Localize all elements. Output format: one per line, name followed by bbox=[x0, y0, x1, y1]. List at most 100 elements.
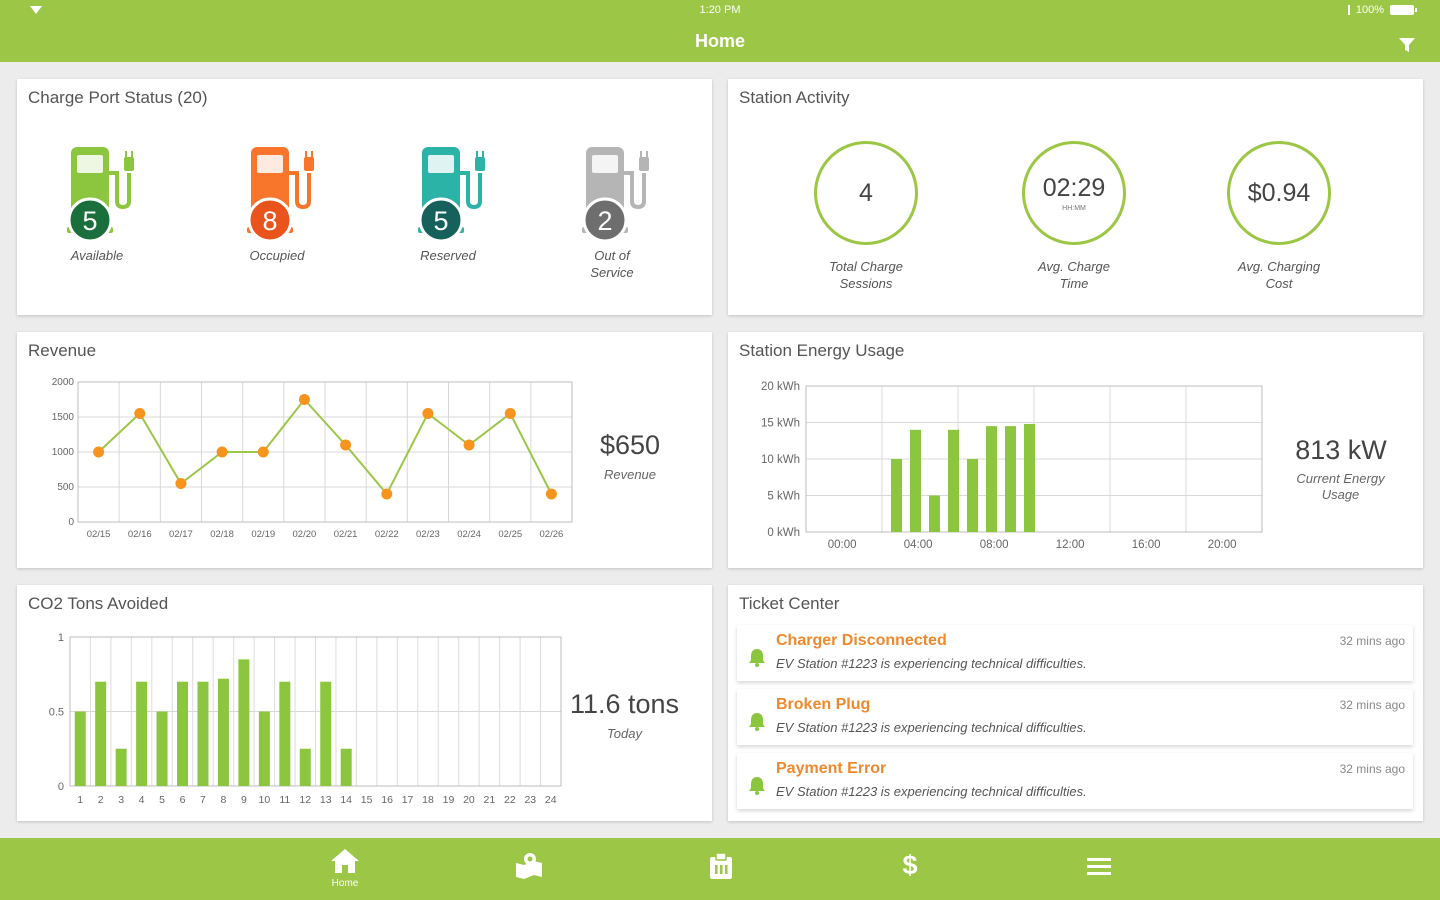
energy-bar bbox=[929, 495, 940, 532]
stat-sub-label: HH:MM bbox=[1062, 205, 1086, 212]
revenue-point bbox=[175, 478, 187, 489]
stat-label: Avg. Charging Cost bbox=[1237, 259, 1321, 291]
co2-chart: 10.501 2 3 4 5 6 7 8 9 10 11 12 13 14 15 16 17 18 19 20 21 22… bbox=[49, 632, 562, 806]
port-status-0: 5 Available bbox=[27, 143, 167, 264]
x-tick-label: 00:00 bbox=[828, 539, 857, 551]
ticket-title: Broken Plug bbox=[776, 696, 871, 713]
x-tick-label: 20 bbox=[463, 794, 475, 806]
stat-label: Avg. Charge Time bbox=[1037, 259, 1111, 291]
page-title: Home bbox=[694, 31, 745, 51]
revenue-value: $650 bbox=[599, 430, 661, 460]
ticket-item[interactable]: Payment Error EV Station #1223 is experie… bbox=[737, 753, 1413, 809]
wifi-icon bbox=[30, 6, 42, 14]
co2-bar bbox=[156, 711, 168, 786]
nav-map[interactable] bbox=[489, 838, 569, 900]
charging-station-icon: 5 bbox=[67, 147, 134, 243]
revenue-point bbox=[545, 488, 557, 500]
filter-icon[interactable] bbox=[1398, 36, 1416, 54]
port-count: 5 bbox=[433, 206, 448, 236]
energy-bar bbox=[986, 426, 997, 532]
y-tick-label: 1000 bbox=[52, 447, 75, 458]
y-tick-label: 0 kWh bbox=[767, 527, 800, 539]
card-title: Station Activity bbox=[739, 88, 850, 107]
x-tick-label: 02/19 bbox=[251, 529, 275, 540]
nav-menu[interactable] bbox=[1059, 838, 1139, 900]
x-tick-label: 02/25 bbox=[498, 529, 522, 540]
ticket-time: 32 mins ago bbox=[1339, 698, 1405, 712]
battery-icon bbox=[1390, 5, 1417, 15]
station-energy-card: Station Energy Usage 20 kWh 15 kWh 10 kWh 5… bbox=[728, 332, 1423, 568]
energy-bar bbox=[1005, 426, 1016, 532]
co2-bar bbox=[95, 681, 107, 786]
ticket-item[interactable]: Broken Plug EV Station #1223 is experienc… bbox=[737, 689, 1413, 745]
co2-bar bbox=[279, 681, 291, 786]
battery-status: 100% bbox=[1347, 4, 1417, 16]
bottom-nav: Home $ bbox=[0, 838, 1440, 900]
map-icon bbox=[516, 853, 542, 879]
bell-icon bbox=[749, 649, 765, 667]
svg-text:$: $ bbox=[902, 850, 917, 880]
y-tick-label: 500 bbox=[57, 482, 74, 493]
x-tick-label: 4 bbox=[139, 794, 145, 806]
nav-tickets[interactable] bbox=[681, 838, 761, 900]
co2-bar bbox=[217, 678, 229, 786]
x-tick-label: 02/24 bbox=[457, 529, 481, 540]
x-tick-label: 02/23 bbox=[416, 529, 440, 540]
nav-billing[interactable]: $ bbox=[870, 838, 950, 900]
top-bar: 1:20 PM 100% Home bbox=[0, 0, 1440, 62]
co2-bar bbox=[340, 748, 352, 786]
x-tick-label: 1 bbox=[77, 794, 83, 806]
bell-icon bbox=[749, 713, 765, 731]
x-tick-label: 02/20 bbox=[293, 529, 317, 540]
revenue-point bbox=[463, 439, 475, 451]
x-tick-label: 7 bbox=[200, 794, 206, 806]
stat-value: 02:29 bbox=[1042, 174, 1106, 202]
ticket-item[interactable]: Charger Disconnected EV Station #1223 is … bbox=[737, 625, 1413, 681]
nav-home[interactable]: Home bbox=[305, 838, 385, 900]
ticket-description: EV Station #1223 is experiencing technic… bbox=[776, 720, 1087, 735]
stat-circle: $0.94 bbox=[1227, 141, 1331, 245]
x-tick-label: 02/17 bbox=[169, 529, 193, 540]
x-tick-label: 23 bbox=[524, 794, 536, 806]
x-tick-label: 11 bbox=[279, 794, 290, 806]
co2-bar bbox=[74, 711, 86, 786]
port-count: 5 bbox=[82, 206, 97, 236]
ticket-description: EV Station #1223 is experiencing technic… bbox=[776, 656, 1087, 671]
x-tick-label: 24 bbox=[545, 794, 557, 806]
x-tick-label: 22 bbox=[504, 794, 516, 806]
revenue-series-line bbox=[97, 397, 553, 496]
port-label: Reserved bbox=[420, 248, 476, 263]
energy-bar bbox=[910, 429, 921, 532]
x-tick-label: 02/15 bbox=[87, 529, 111, 540]
energy-chart: 20 kWh 15 kWh 10 kWh 5 kWh 0 kWh 00:00 04:00 08… bbox=[761, 381, 1263, 551]
revenue-point bbox=[298, 394, 310, 405]
x-tick-label: 02/16 bbox=[128, 529, 152, 540]
x-tick-label: 21 bbox=[484, 794, 496, 806]
revenue-point bbox=[422, 408, 434, 419]
revenue-point bbox=[93, 446, 105, 458]
revenue-chart: 2000 1500 1000 500 0 02/15 02/16 02/17 02/18 02/1… bbox=[52, 377, 573, 540]
co2-bar bbox=[299, 748, 311, 786]
card-title: Ticket Center bbox=[739, 594, 840, 613]
x-tick-label: 02/18 bbox=[210, 529, 234, 540]
activity-stat-1: 02:29 HH:MM Avg. Charge Time bbox=[1004, 141, 1144, 292]
x-tick-label: 3 bbox=[118, 794, 124, 806]
y-tick-label: 10 kWh bbox=[761, 454, 800, 466]
nav-home-label: Home bbox=[331, 878, 359, 889]
y-tick-label: 15 kWh bbox=[761, 418, 800, 430]
x-tick-label: 15 bbox=[361, 794, 373, 806]
card-title: Station Energy Usage bbox=[739, 341, 905, 360]
x-tick-label: 14 bbox=[340, 794, 352, 806]
y-tick-label: 0 bbox=[68, 517, 74, 528]
y-tick-label: 0 bbox=[58, 781, 64, 793]
activity-stat-2: $0.94 Avg. Charging Cost bbox=[1209, 141, 1349, 292]
station-activity-card: Station Activity 4 Total Charge Sessions 0… bbox=[728, 79, 1423, 315]
x-tick-label: 6 bbox=[180, 794, 186, 806]
x-tick-label: 12:00 bbox=[1056, 539, 1085, 551]
x-tick-label: 12 bbox=[299, 794, 311, 806]
co2-bar bbox=[320, 681, 332, 786]
y-tick-label: 5 kWh bbox=[767, 491, 800, 503]
y-tick-label: 1 bbox=[58, 632, 64, 644]
charging-station-icon: 8 bbox=[247, 147, 314, 243]
co2-value: 11.6 tons bbox=[569, 689, 680, 719]
